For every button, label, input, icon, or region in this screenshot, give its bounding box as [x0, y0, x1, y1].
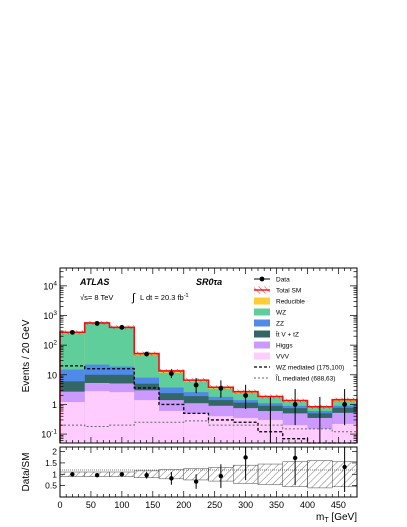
ratio-points [70, 447, 347, 492]
ratio-y-axis-ticks: 0.5 11.52 [45, 447, 357, 491]
legend-entry-2: Reducible [254, 297, 305, 306]
x-tick-label-4: 200 [176, 500, 191, 510]
x-tick-label-9: 450 [331, 500, 346, 510]
legend-entry-6: Higgs [254, 341, 293, 350]
y-axis-ticks: 10-1 1 10 102 103 104 [41, 267, 357, 444]
legend-label-1: Total SM [276, 288, 301, 295]
data-point-3 [144, 351, 150, 357]
legend-label-5: t̄t V + tZ [276, 331, 299, 339]
x-tick-label-0: 0 [57, 500, 62, 510]
data-point-5 [193, 382, 199, 388]
y-tick-label-3: 102 [43, 340, 57, 351]
ratio-point-9 [292, 455, 298, 461]
legend-swatch [254, 341, 270, 349]
data-point-2 [119, 324, 125, 330]
stack-bar-vvv-6 [208, 416, 234, 443]
total-sm-outline [59, 322, 358, 443]
data-point-9 [292, 402, 298, 407]
ratio-y-tick-label-0: 0.5 [45, 481, 57, 491]
stack-bar-vvv-2 [109, 392, 135, 443]
stack-bar-vvv-1 [84, 391, 110, 443]
legend-label-3: WZ [276, 310, 286, 317]
y-tick-label-4: 103 [43, 310, 57, 321]
ratio-y-axis-label: Data/SM [21, 453, 32, 492]
legend-label-7: VVV [276, 354, 290, 361]
legend-entry-0: Data [254, 277, 290, 284]
stack-bar-vvv-3 [134, 400, 159, 443]
legend-swatch [254, 330, 270, 338]
data-point-1 [94, 321, 100, 326]
ratio-point-2 [119, 472, 125, 477]
legend-label-0: Data [276, 277, 290, 284]
y-tick-label-2: 10 [47, 370, 57, 380]
data-point-11 [342, 402, 348, 407]
y-axis-label: Events / 20 GeV [21, 319, 32, 392]
stack-bar-vvv-5 [183, 413, 209, 443]
data-point-4 [168, 371, 174, 376]
ratio-point-7 [243, 455, 248, 460]
y-tick-label-1: 1 [52, 400, 57, 410]
legend-label-8: WZ mediated (175,100) [276, 365, 344, 372]
signal-lines [60, 365, 357, 444]
legend-swatch [254, 319, 270, 327]
legend-label-6: Higgs [276, 343, 293, 350]
y-tick-label-0: 10-1 [41, 429, 57, 440]
legend: Data Total SM Reducible WZ ZZ t̄t V + tZ Higgs… [254, 277, 344, 383]
ratio-point-3 [144, 472, 149, 478]
data-point-7 [243, 393, 249, 398]
ratio-point-5 [193, 479, 199, 484]
x-axis-ticks-main [59, 268, 358, 443]
x-tick-label-3: 150 [145, 500, 160, 510]
legend-swatch [254, 297, 270, 305]
data-point-6 [218, 385, 224, 391]
x-tick-label-6: 300 [238, 500, 253, 510]
ratio-point-4 [169, 476, 174, 481]
legend-entry-7: VVV [254, 352, 290, 361]
legend-entry-4: ZZ [254, 319, 284, 328]
x-tick-label-1: 50 [86, 500, 96, 510]
stacked-histogram [60, 322, 357, 443]
energy-label: √s= 8 TeV [80, 293, 113, 302]
ratio-panel: 0.5 11.52 0 50 100 150 200 250 300 350 400 450 Dat… [21, 446, 358, 524]
signal-wz-mediated-line [60, 365, 357, 444]
ratio-uncertainty-band [59, 460, 358, 489]
ratio-point-1 [94, 472, 100, 478]
ratio-point-0 [70, 472, 75, 477]
stack-bar-vvv-0 [60, 402, 85, 443]
atlas-label: ATLAS [79, 277, 109, 287]
legend-label-9: l̃L mediated (688,63) [275, 374, 336, 382]
lumi-label: L dt = 20.3 fb-1 [140, 293, 189, 302]
legend-data-marker [259, 276, 265, 282]
x-tick-label-5: 250 [207, 500, 222, 510]
ratio-band-bin-8 [257, 463, 283, 485]
stack-bar-vvv-4 [159, 411, 184, 443]
legend-entry-1: Total SM [254, 286, 301, 295]
legend-label-4: ZZ [276, 321, 284, 328]
ratio-point-11 [342, 464, 347, 470]
ratio-y-tick-label-1: 1 [52, 469, 57, 479]
x-tick-label-2: 100 [114, 500, 129, 510]
x-tick-label-8: 400 [300, 500, 315, 510]
region-label: SR0τa [196, 277, 222, 287]
x-axis-ticks: 0 50 100 150 200 250 300 350 400 450 [57, 447, 358, 510]
x-tick-label-7: 350 [269, 500, 284, 510]
integral-symbol: ∫ [131, 292, 136, 304]
ratio-y-tick-label-2: 1.5 [45, 458, 57, 468]
ratio-point-6 [218, 473, 224, 479]
legend-swatch [254, 308, 270, 316]
main-panel: 10-1 1 10 102 103 104 Events / 20 GeV ATLAS √… [21, 267, 358, 444]
legend-label-2: Reducible [276, 299, 305, 306]
legend-entry-8: WZ mediated (175,100) [254, 365, 344, 372]
data-point-0 [69, 329, 75, 335]
legend-entry-9: l̃L mediated (688,63) [254, 374, 336, 383]
y-tick-label-5: 104 [43, 280, 57, 291]
ratio-y-tick-label-3: 2 [52, 447, 57, 457]
ratio-band-bin-10 [307, 460, 333, 489]
legend-entry-3: WZ [254, 308, 286, 317]
data-points [69, 321, 348, 443]
x-axis-label: mT [GeV] [316, 512, 357, 524]
legend-entry-5: t̄t V + tZ [254, 330, 299, 339]
legend-swatch [254, 352, 270, 360]
